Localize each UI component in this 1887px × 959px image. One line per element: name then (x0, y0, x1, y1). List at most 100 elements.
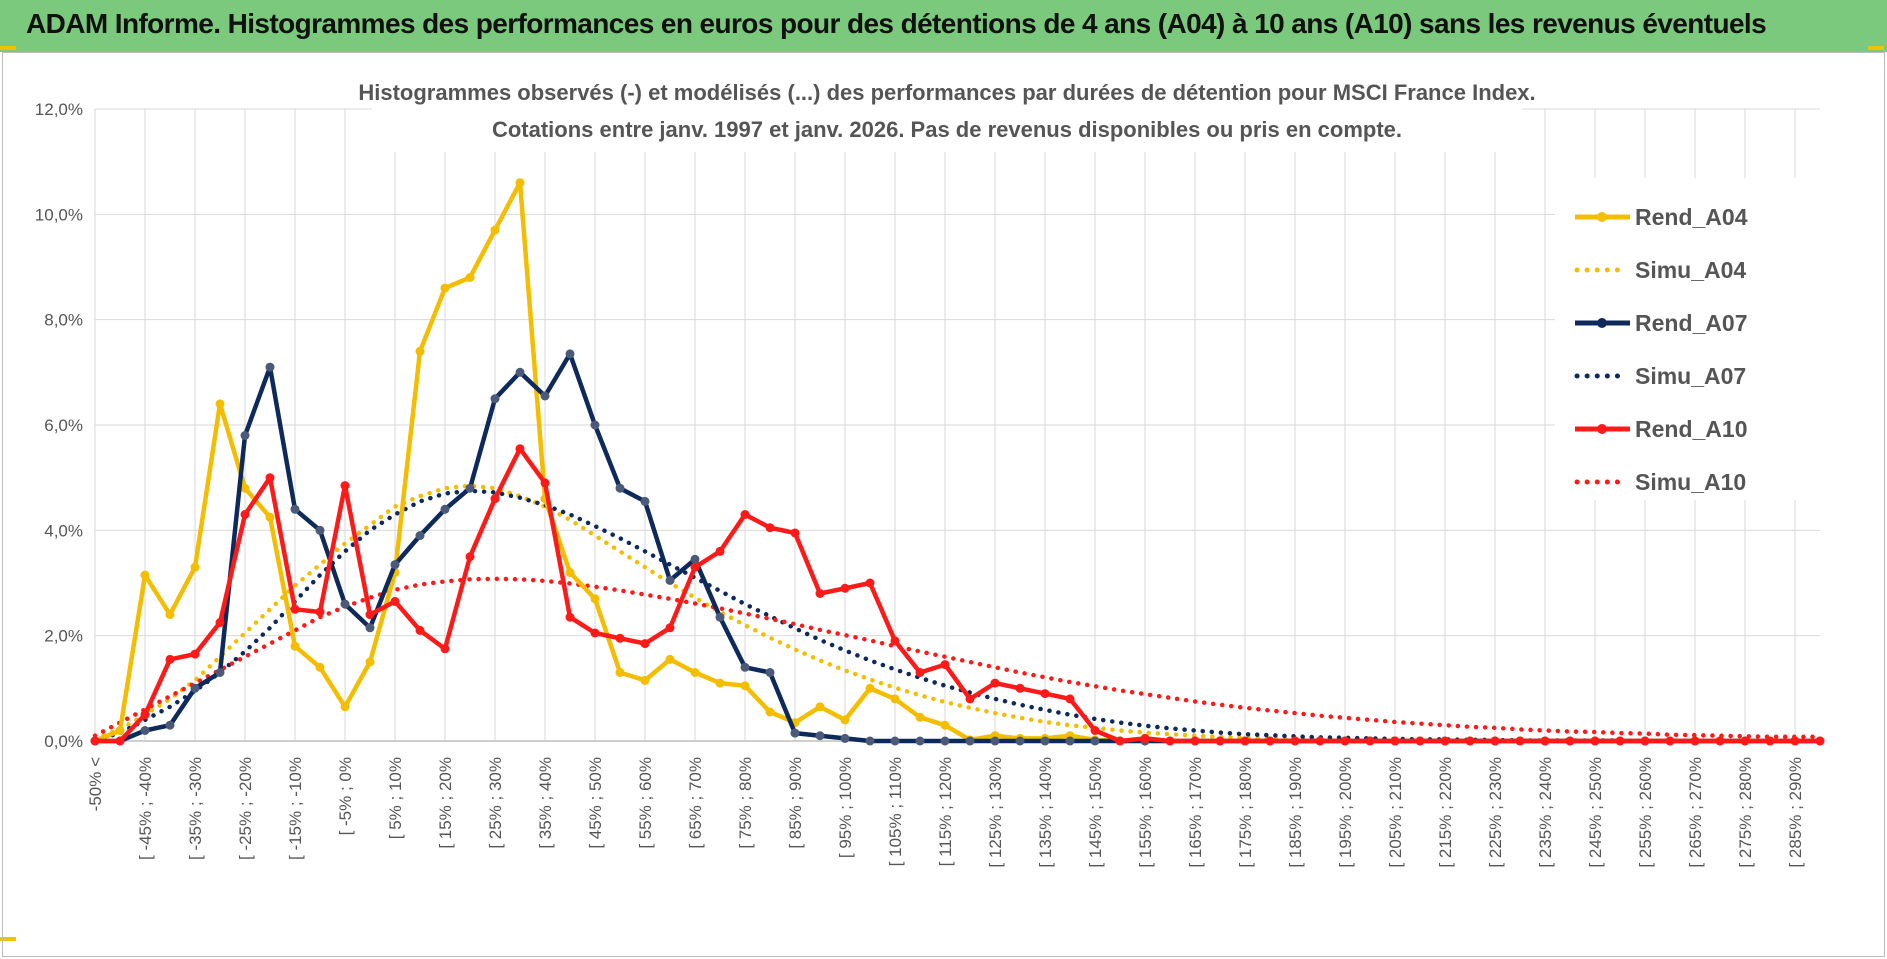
data-point-rend-a10 (1665, 736, 1675, 746)
data-point-rend-a10 (1015, 683, 1025, 693)
data-point-rend-a10 (565, 612, 575, 622)
x-tick-label: [ 225% ; 230% (1486, 757, 1505, 868)
legend: Rend_A04 Simu_A04 Rend_A07 Simu_A07 Rend_A10… (1555, 178, 1820, 500)
data-point-rend-a10 (1365, 736, 1375, 746)
series-line-simu-a10 (92, 576, 1823, 740)
x-tick-label: [ 145% ; 150% (1086, 757, 1105, 868)
data-point-rend-a07 (765, 668, 775, 677)
data-point-rend-a10 (365, 610, 375, 620)
chart-frame (2, 52, 1885, 957)
x-tick-label: [ 285% ; 290% (1786, 757, 1805, 868)
data-point-rend-a10 (115, 736, 125, 746)
data-point-rend-a10 (1065, 694, 1075, 704)
x-tick-label: [ 155% ; 160% (1136, 757, 1155, 868)
y-tick-label: 2,0% (44, 627, 83, 646)
legend-label: Simu_A07 (1635, 363, 1746, 389)
data-point-rend-a04 (640, 675, 650, 685)
corner-mark-top-right (1868, 46, 1884, 50)
data-point-rend-a07 (240, 431, 250, 440)
data-point-rend-a07 (790, 728, 800, 738)
data-point-rend-a07 (1065, 736, 1075, 746)
data-point-rend-a10 (140, 710, 150, 720)
corner-mark-bottom-left (0, 937, 16, 941)
data-point-rend-a07 (1015, 736, 1025, 746)
data-point-rend-a04 (365, 657, 375, 667)
data-point-rend-a10 (1190, 736, 1200, 746)
data-point-rend-a10 (1565, 736, 1575, 746)
data-point-rend-a07 (190, 683, 200, 693)
data-point-rend-a10 (865, 578, 875, 588)
data-point-rend-a07 (1040, 736, 1050, 746)
data-point-rend-a07 (665, 575, 675, 585)
data-point-rend-a04 (840, 715, 850, 725)
data-point-rend-a10 (815, 589, 825, 598)
data-point-rend-a04 (740, 681, 750, 691)
data-point-rend-a07 (165, 720, 175, 730)
data-point-rend-a07 (315, 525, 325, 535)
legend-label: Simu_A10 (1635, 469, 1746, 495)
x-tick-label: [ -5% ; 0% (336, 757, 355, 835)
data-point-rend-a10 (1540, 736, 1550, 746)
data-point-rend-a10 (915, 668, 925, 677)
data-point-rend-a07 (815, 731, 825, 741)
x-tick-label: [ -25% ; -20% (236, 757, 255, 860)
data-point-rend-a07 (540, 391, 550, 401)
data-point-rend-a04 (290, 641, 300, 651)
y-tick-label: 0,0% (44, 732, 83, 751)
data-point-rend-a04 (215, 399, 225, 409)
data-point-rend-a07 (390, 560, 400, 570)
data-point-rend-a04 (140, 570, 150, 580)
data-point-rend-a10 (440, 644, 450, 654)
data-point-rend-a07 (915, 736, 925, 746)
data-point-rend-a04 (465, 273, 475, 282)
x-tick-label: -50% < (86, 757, 105, 811)
data-point-rend-a10 (465, 552, 475, 562)
legend-marker (1597, 424, 1607, 434)
data-point-rend-a10 (1240, 736, 1250, 746)
legend-label: Rend_A07 (1635, 310, 1747, 336)
data-point-rend-a10 (665, 623, 675, 633)
data-point-rend-a07 (590, 420, 600, 430)
data-point-rend-a10 (990, 678, 1000, 688)
legend-label: Rend_A04 (1635, 204, 1748, 230)
data-point-rend-a10 (1315, 736, 1325, 746)
data-point-rend-a10 (1115, 736, 1125, 746)
data-point-rend-a04 (240, 483, 250, 493)
legend-item-simu-a07: Simu_A07 (1574, 363, 1746, 389)
data-point-rend-a10 (1390, 736, 1400, 746)
chart-grid (94, 108, 1820, 742)
data-point-rend-a10 (1815, 736, 1825, 746)
data-point-rend-a07 (965, 736, 975, 746)
data-point-rend-a10 (515, 444, 525, 454)
data-point-rend-a10 (490, 494, 500, 504)
data-point-rend-a10 (265, 473, 275, 483)
data-point-rend-a04 (615, 668, 625, 677)
data-point-rend-a10 (715, 546, 725, 556)
y-tick-label: 8,0% (44, 311, 83, 330)
data-point-rend-a10 (540, 478, 550, 488)
data-point-rend-a07 (340, 599, 350, 609)
x-tick-label: [ 55% ; 60% (636, 757, 655, 849)
x-axis: -50% < [ -45% ; -40% [ -35% ; -30% [ -25% ;… (86, 757, 1805, 868)
data-point-rend-a10 (1590, 736, 1600, 746)
data-point-rend-a07 (140, 726, 150, 735)
data-point-rend-a10 (1340, 736, 1350, 746)
data-point-rend-a07 (490, 394, 500, 404)
data-point-rend-a10 (690, 562, 700, 572)
data-point-rend-a07 (465, 483, 475, 493)
data-point-rend-a04 (115, 726, 125, 735)
data-point-rend-a10 (1515, 736, 1525, 746)
x-tick-label: [ 115% ; 120% (936, 757, 955, 866)
legend-item-rend-a10: Rend_A10 (1575, 416, 1747, 442)
data-point-rend-a10 (1415, 736, 1425, 746)
x-tick-label: [ -45% ; -40% (136, 757, 155, 860)
y-tick-label: 4,0% (44, 521, 83, 540)
data-point-rend-a10 (1215, 736, 1225, 746)
y-tick-label: 6,0% (44, 416, 83, 435)
x-tick-label: [ -35% ; -30% (186, 757, 205, 860)
data-point-rend-a04 (940, 720, 950, 730)
data-point-rend-a04 (515, 178, 525, 188)
x-tick-label: [ 255% ; 260% (1636, 757, 1655, 868)
data-point-rend-a10 (315, 607, 325, 617)
